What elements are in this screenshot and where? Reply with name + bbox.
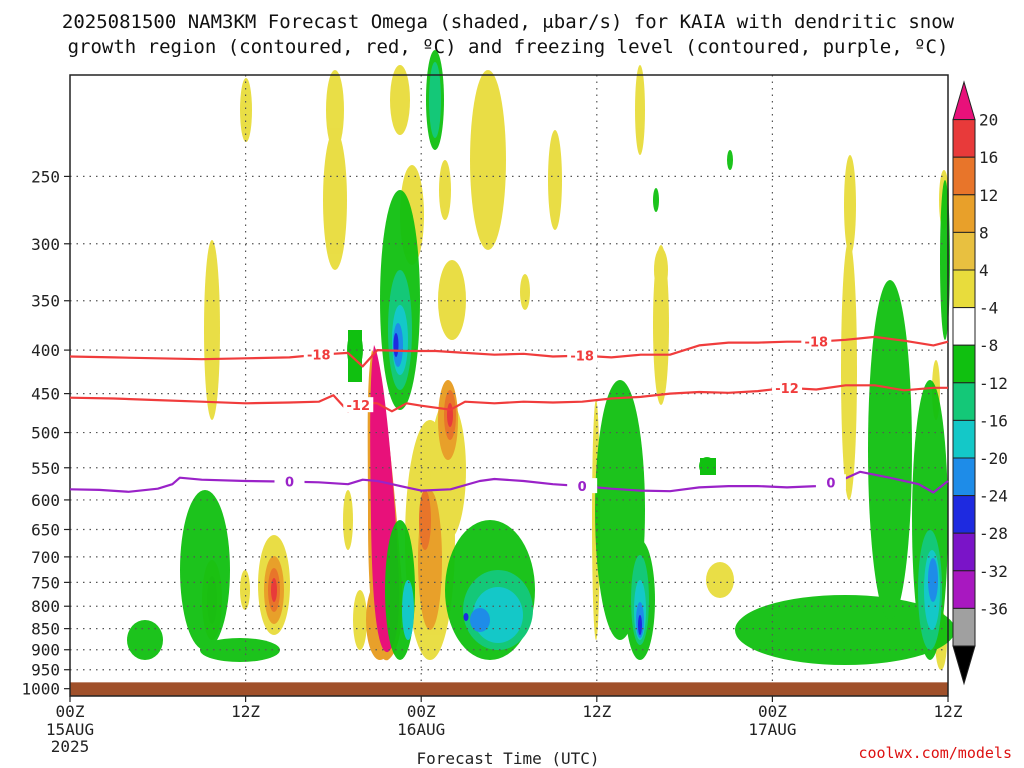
chart-title-line-1: 2025081500 NAM3KM Forecast Omega (shaded… <box>62 11 955 33</box>
omega-shading <box>127 50 955 670</box>
x-tick-label: 12Z <box>582 702 611 721</box>
contour-label: -18 <box>805 336 829 351</box>
colorbar-label: -4 <box>979 299 998 318</box>
colorbar-swatch <box>952 570 976 609</box>
y-tick-label: 900 <box>31 641 60 660</box>
y-tick-label: 650 <box>31 520 60 539</box>
colorbar-swatch <box>952 194 976 233</box>
contour-label: 0 <box>578 480 587 495</box>
y-tick-label: 500 <box>31 424 60 443</box>
contour-label: 0 <box>826 476 835 491</box>
x-tick-label: 12Z <box>231 702 260 721</box>
colorbar-swatch <box>952 532 976 572</box>
x-tick-year-label: 2025 <box>51 737 90 756</box>
contour-label-bg <box>567 347 598 363</box>
x-axis-label: Forecast Time (UTC) <box>416 749 599 768</box>
contour-label-bg <box>801 333 832 349</box>
contour-label-bg <box>303 346 334 362</box>
y-tick-label: 850 <box>31 620 60 639</box>
colorbar-label: 8 <box>979 223 989 242</box>
contour-lines: -18 -18 -18 -12 -12 0 0 0 <box>69 333 949 495</box>
colorbar-label: -24 <box>979 487 1008 506</box>
colorbar-swatch <box>952 307 976 346</box>
y-tick-label: 550 <box>31 459 60 478</box>
contour-label: 0 <box>285 476 294 491</box>
chart-title-line-2: growth region (contoured, red, ºC) and f… <box>68 36 949 58</box>
x-tick-date-label: 16AUG <box>397 720 445 739</box>
x-tick-date-label: 15AUG <box>46 720 94 739</box>
contour-label: -18 <box>570 350 594 365</box>
contour-label-bg <box>274 473 305 489</box>
colorbar-swatch <box>952 382 976 421</box>
colorbar-label: 16 <box>979 148 998 167</box>
y-tick-label: 600 <box>31 491 60 510</box>
y-tick-label: 250 <box>31 167 60 186</box>
colorbar-label: -20 <box>979 449 1008 468</box>
y-tick-label: 300 <box>31 235 60 254</box>
colorbar-label: 4 <box>979 261 989 280</box>
y-tick-label: 350 <box>31 292 60 311</box>
x-tick-label: 00Z <box>407 702 436 721</box>
colorbar-swatch <box>952 231 976 271</box>
contour-label: -12 <box>347 399 371 414</box>
y-tick-label: 800 <box>31 597 60 616</box>
y-tick-label: 950 <box>31 661 60 680</box>
colorbar-swatch <box>952 156 976 196</box>
y-tick-label: 700 <box>31 548 60 567</box>
colorbar-swatch <box>952 419 976 459</box>
contour-label-bg <box>772 379 803 395</box>
colorbar-top-arrow <box>952 80 976 121</box>
y-tick-label: 400 <box>31 341 60 360</box>
colorbar-label: -8 <box>979 336 998 355</box>
colorbar-swatch <box>952 457 976 497</box>
contour-line--12 <box>69 384 948 413</box>
colorbar-label: -32 <box>979 562 1008 581</box>
contour-label: -12 <box>775 382 799 397</box>
y-tick-label: 1000 <box>21 680 60 699</box>
colorbar-label: 20 <box>979 111 998 130</box>
x-tick-label: 12Z <box>934 702 963 721</box>
colorbar-swatch <box>952 495 976 534</box>
ground-surface <box>70 682 948 696</box>
x-tick-label: 00Z <box>56 702 85 721</box>
colorbar-bottom-arrow <box>952 645 976 686</box>
colorbar-swatch <box>952 607 976 647</box>
colorbar-label: -12 <box>979 374 1008 393</box>
colorbar-label: 12 <box>979 186 998 205</box>
colorbar-swatch <box>952 119 976 158</box>
plot-frame <box>69 74 949 697</box>
contour-label-bg <box>567 478 598 494</box>
colorbar: 20 16 12 8 4 -4 -8 -12 -16 -20 -24 -28 -32 -36 <box>952 80 1008 686</box>
y-tick-label: 750 <box>31 573 60 592</box>
contour-label-bg <box>815 474 846 490</box>
y-tick-label: 450 <box>31 385 60 404</box>
credit-text: coolwx.com/models <box>858 744 1012 762</box>
colorbar-label: -16 <box>979 411 1008 430</box>
y-axis-ticks: 250 300 350 400 450 500 550 600 650 700 750 800 850 9… <box>21 167 70 699</box>
colorbar-swatch <box>952 269 976 309</box>
x-tick-label: 00Z <box>758 702 787 721</box>
contour-label: -18 <box>307 349 331 364</box>
colorbar-label: -36 <box>979 599 1008 618</box>
x-tick-date-label: 17AUG <box>748 720 796 739</box>
colorbar-label: -28 <box>979 524 1008 543</box>
colorbar-swatch <box>952 344 976 384</box>
contour-label-bg <box>343 397 374 413</box>
